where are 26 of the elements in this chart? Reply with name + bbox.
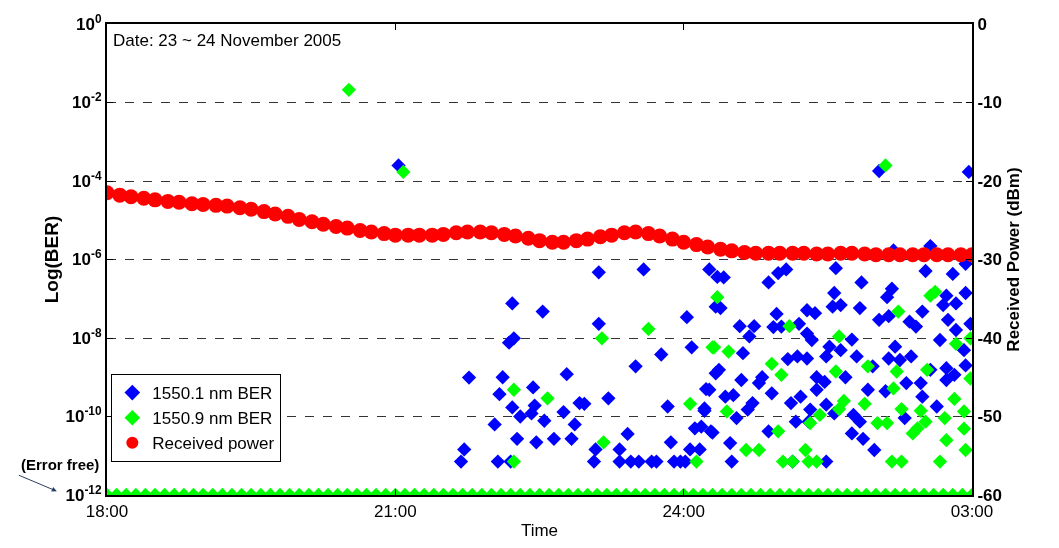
y-tick-label: 10$^{-2}$ (72, 90, 102, 113)
y-tick-label: 10$^{-8}$ (72, 325, 102, 348)
y-tick-label: 10$^{-6}$ (72, 247, 102, 270)
y2-tick-label: 0 (977, 14, 987, 34)
y-tick-label: 10$^{-10}$ (65, 404, 102, 427)
annotation: Date: 23 ~ 24 November 2005 (113, 31, 342, 50)
y-tick-label: 10$^{-12}$ (65, 482, 102, 505)
x-tick-label: 03:00 (950, 502, 994, 522)
y2-tick-label: -40 (977, 328, 1002, 348)
legend-label: Received power (152, 434, 275, 454)
text: (Error free) (21, 456, 100, 473)
x-tick-label: 24:00 (662, 502, 705, 522)
y2-tick-label: -30 (977, 250, 1002, 270)
x-tick-label: 18:00 (85, 502, 129, 522)
y-tick-label: 10$^{0}$ (76, 11, 102, 34)
legend-label: 1550.1 nm BER (152, 384, 273, 404)
y2-tick-label: -60 (977, 485, 1002, 505)
x-axis-title: Time (520, 521, 559, 541)
y2-tick-label: -50 (977, 407, 1002, 427)
x-tick-label: 21:00 (374, 502, 417, 522)
y2-axis-title: Received Power (dBm) (1003, 167, 1023, 352)
y-axis-title: Log(BER) (40, 215, 62, 304)
legend-label: 1550.9 nm BER (152, 409, 273, 429)
y2-tick-label: -20 (977, 171, 1002, 191)
y2-tick-label: -10 (977, 93, 1002, 113)
y-tick-label: 10$^{-4}$ (72, 168, 102, 191)
